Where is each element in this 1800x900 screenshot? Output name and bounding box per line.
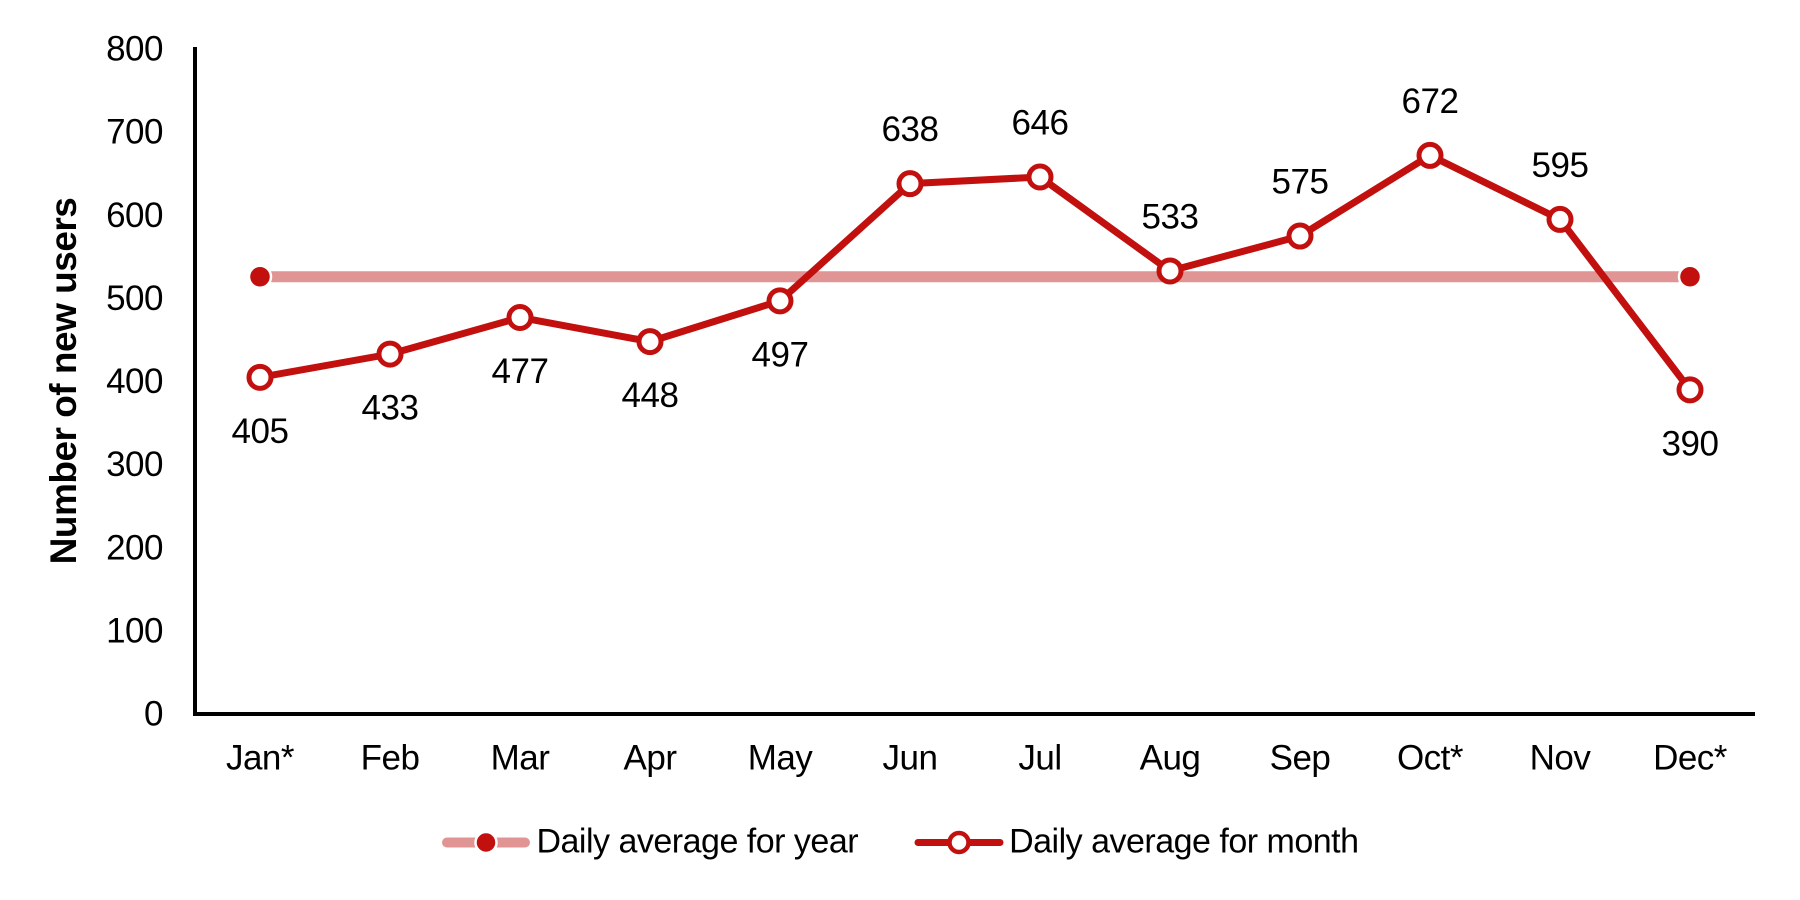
y-tick-label: 100	[106, 611, 163, 650]
y-tick-label: 800	[106, 30, 163, 69]
month-data-label: 595	[1532, 146, 1589, 185]
chart-legend: Daily average for year Daily average for…	[0, 823, 1800, 862]
month-data-point-marker	[1546, 205, 1574, 233]
x-tick-label: Apr	[624, 739, 678, 778]
month-data-label: 575	[1272, 163, 1329, 202]
month-data-label: 477	[492, 352, 549, 391]
x-tick-label: May	[748, 739, 814, 778]
x-tick-label: Feb	[361, 739, 420, 778]
month-data-point-marker	[1286, 222, 1314, 250]
y-tick-label: 600	[106, 196, 163, 235]
month-data-point-marker	[1156, 257, 1184, 285]
y-tick-label: 200	[106, 528, 163, 567]
month-data-label: 390	[1662, 424, 1719, 463]
x-tick-label: Sep	[1270, 739, 1331, 778]
x-tick-label: Jan*	[226, 739, 295, 778]
x-tick-label: Jul	[1018, 739, 1061, 778]
month-data-point-marker	[766, 287, 794, 315]
y-tick-label: 300	[106, 445, 163, 484]
x-tick-label: Dec*	[1653, 739, 1728, 778]
month-data-label: 646	[1012, 104, 1069, 143]
month-data-label: 638	[882, 110, 939, 149]
month-data-label: 433	[362, 389, 419, 428]
legend-item-year-average: Daily average for year	[441, 822, 859, 862]
month-data-point-marker	[376, 340, 404, 368]
month-data-point-marker	[1416, 141, 1444, 169]
year-average-endpoint-marker	[1677, 264, 1703, 290]
y-tick-label: 0	[144, 695, 163, 734]
year-average-endpoint-marker	[247, 264, 273, 290]
month-data-label: 448	[622, 376, 679, 415]
x-tick-label: Jun	[883, 739, 938, 778]
month-series-line	[259, 151, 1693, 392]
y-tick-label: 500	[106, 279, 163, 318]
month-data-label: 497	[752, 335, 809, 374]
month-data-point-marker	[1676, 376, 1704, 404]
month-data-label: 533	[1142, 197, 1199, 236]
x-tick-label: Nov	[1530, 739, 1592, 778]
legend-item-month-average: Daily average for month	[914, 822, 1359, 862]
y-tick-label: 700	[106, 113, 163, 152]
month-data-point-marker	[1026, 163, 1054, 191]
y-axis-title: Number of new users	[43, 197, 84, 565]
month-series-swatch-icon	[914, 830, 1004, 854]
x-tick-label: Oct*	[1397, 739, 1464, 778]
legend-label-year-average: Daily average for year	[536, 822, 859, 861]
month-data-label: 672	[1402, 82, 1459, 121]
month-data-point-marker	[636, 328, 664, 356]
year-average-swatch-icon	[442, 830, 531, 854]
month-data-label: 405	[232, 412, 289, 451]
x-tick-label: Mar	[491, 739, 551, 778]
legend-label-month-average: Daily average for month	[1009, 822, 1359, 861]
month-data-point-marker	[896, 170, 924, 198]
x-tick-label: Aug	[1140, 739, 1201, 778]
month-data-point-marker	[506, 303, 534, 331]
open-circle-icon	[947, 830, 971, 854]
filled-dot-icon	[474, 830, 499, 854]
y-tick-label: 400	[106, 362, 163, 401]
month-data-point-marker	[246, 363, 274, 391]
